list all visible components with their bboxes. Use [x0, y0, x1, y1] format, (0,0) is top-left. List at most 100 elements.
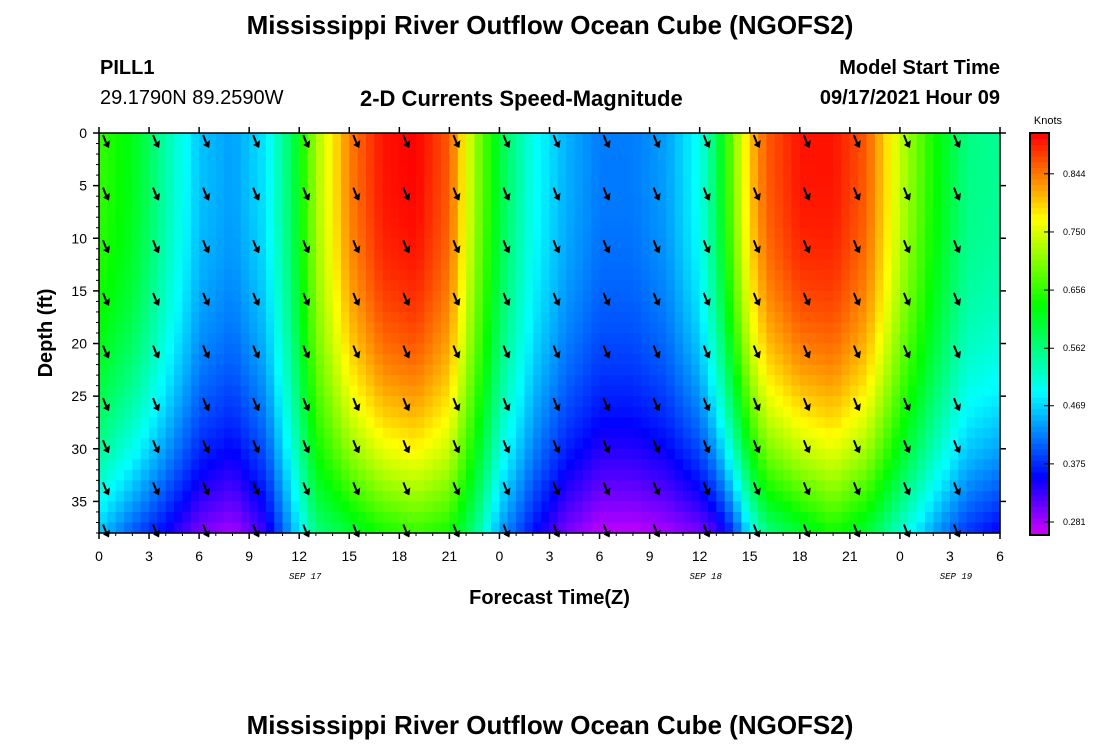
- heatmap-cell: [858, 333, 868, 345]
- heatmap-cell: [407, 259, 417, 271]
- heatmap-cell: [140, 311, 150, 324]
- heatmap-cell: [215, 269, 225, 281]
- heatmap-cell: [733, 259, 742, 271]
- heatmap-cell: [207, 375, 217, 387]
- heatmap-cell: [741, 206, 751, 218]
- heatmap-cell: [933, 322, 943, 334]
- heatmap-cell: [207, 322, 217, 334]
- heatmap-cell: [432, 269, 442, 281]
- heatmap-cell: [424, 269, 434, 281]
- heatmap-cell: [883, 469, 893, 481]
- heatmap-cell: [157, 364, 167, 376]
- heatmap-cell: [149, 196, 158, 208]
- heatmap-cell: [916, 364, 926, 376]
- heatmap-cell: [774, 311, 784, 324]
- heatmap-cell: [174, 154, 184, 166]
- heatmap-cell: [324, 459, 334, 471]
- heatmap-cell: [207, 427, 217, 439]
- colorbar-swatch: [1030, 425, 1049, 433]
- heatmap-cell: [174, 206, 184, 218]
- heatmap-cell: [491, 290, 501, 303]
- heatmap-cell: [891, 511, 901, 524]
- heatmap-cell: [340, 354, 350, 366]
- heatmap-cell: [649, 301, 659, 313]
- heatmap-cell: [482, 164, 492, 176]
- heatmap-cell: [532, 206, 542, 218]
- heatmap-cell: [566, 301, 576, 313]
- heatmap-cell: [249, 259, 259, 271]
- heatmap-cell: [207, 280, 217, 292]
- heatmap-cell: [724, 385, 734, 397]
- heatmap-cell: [315, 238, 325, 250]
- heatmap-cell: [958, 154, 968, 166]
- heatmap-cell: [674, 290, 684, 303]
- heatmap-cell: [724, 364, 734, 376]
- heatmap-cell: [983, 133, 993, 145]
- heatmap-cell: [582, 217, 592, 229]
- heatmap-cell: [924, 448, 934, 460]
- heatmap-cell: [582, 185, 592, 197]
- heatmap-cell: [641, 385, 651, 397]
- heatmap-cell: [991, 480, 1001, 492]
- heatmap-cell: [332, 206, 342, 218]
- heatmap-cell: [649, 143, 659, 155]
- heatmap-cell: [791, 259, 801, 271]
- heatmap-cell: [916, 238, 926, 250]
- heatmap-cell: [232, 185, 242, 197]
- heatmap-cell: [824, 417, 834, 429]
- heatmap-cell: [249, 406, 259, 418]
- heatmap-cell: [257, 290, 267, 303]
- heatmap-cell: [382, 511, 392, 524]
- heatmap-cell: [766, 448, 776, 460]
- heatmap-cell: [466, 490, 476, 503]
- heatmap-cell: [207, 511, 217, 524]
- heatmap-cell: [774, 290, 784, 303]
- heatmap-cell: [282, 343, 292, 355]
- heatmap-cell: [149, 469, 158, 481]
- heatmap-cell: [532, 438, 542, 450]
- heatmap-cell: [340, 311, 350, 324]
- heatmap-cell: [624, 333, 634, 345]
- heatmap-cell: [833, 511, 843, 524]
- heatmap-cell: [115, 385, 125, 397]
- heatmap-cell: [215, 364, 225, 376]
- heatmap-cell: [290, 269, 300, 281]
- heatmap-cell: [916, 301, 926, 313]
- heatmap-cell: [983, 322, 993, 334]
- heatmap-cell: [824, 248, 834, 260]
- heatmap-cell: [365, 385, 375, 397]
- heatmap-cell: [899, 280, 909, 292]
- heatmap-cell: [274, 196, 284, 208]
- heatmap-cell: [599, 375, 609, 387]
- heatmap-cell: [365, 427, 375, 439]
- heatmap-cell: [532, 164, 542, 176]
- heatmap-cell: [874, 438, 884, 450]
- heatmap-cell: [741, 427, 751, 439]
- heatmap-cell: [874, 427, 884, 439]
- heatmap-cell: [566, 396, 576, 408]
- heatmap-cell: [215, 280, 225, 292]
- heatmap-cell: [407, 490, 417, 503]
- heatmap-cell: [416, 522, 425, 534]
- heatmap-cell: [207, 417, 217, 429]
- heatmap-cell: [399, 501, 409, 513]
- heatmap-cell: [199, 501, 209, 513]
- heatmap-cell: [299, 490, 309, 503]
- heatmap-cell: [824, 396, 834, 408]
- current-vector: [802, 239, 811, 254]
- heatmap-cell: [849, 459, 859, 471]
- heatmap-cell: [616, 459, 626, 471]
- heatmap-cell: [657, 143, 667, 155]
- heatmap-cell: [399, 269, 409, 281]
- heatmap-cell: [466, 522, 476, 534]
- heatmap-cell: [682, 269, 692, 281]
- heatmap-cell: [883, 459, 893, 471]
- heatmap-cell: [566, 469, 576, 481]
- heatmap-cell: [382, 248, 392, 260]
- heatmap-cell: [124, 501, 133, 513]
- heatmap-cell: [799, 364, 809, 376]
- heatmap-cell: [507, 354, 517, 366]
- heatmap-cell: [666, 364, 676, 376]
- heatmap-cell: [816, 396, 826, 408]
- heatmap-cell: [632, 185, 642, 197]
